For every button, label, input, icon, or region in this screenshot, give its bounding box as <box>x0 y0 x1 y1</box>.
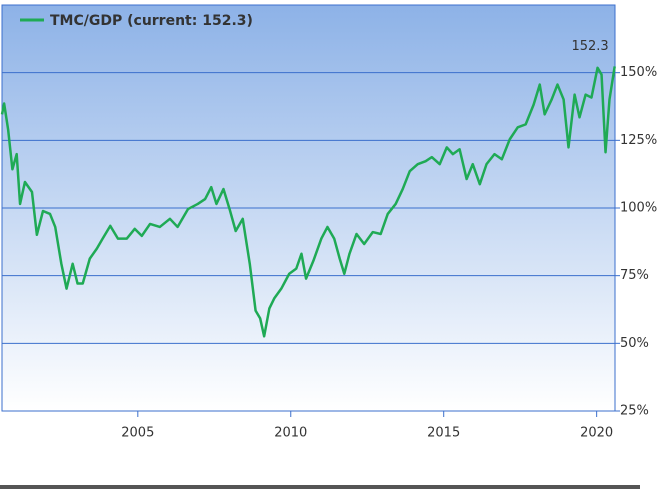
x-tick-label: 2020 <box>580 426 613 441</box>
x-tick-label: 2005 <box>121 426 154 441</box>
y-tick-label: 75% <box>620 268 649 283</box>
y-tick-label: 25% <box>620 404 649 419</box>
y-tick-label: 100% <box>620 201 657 216</box>
legend: TMC/GDP (current: 152.3) <box>20 13 253 29</box>
y-tick-label: 125% <box>620 133 657 148</box>
y-tick-label: 50% <box>620 336 649 351</box>
x-tick-label: 2010 <box>274 426 307 441</box>
y-tick-label: 150% <box>620 65 657 80</box>
data-line <box>0 66 616 338</box>
annotation: 152.3 <box>571 39 608 54</box>
bottom-bar <box>0 485 640 489</box>
legend-label: TMC/GDP (current: 152.3) <box>50 13 253 29</box>
x-tick-label: 2015 <box>427 426 460 441</box>
